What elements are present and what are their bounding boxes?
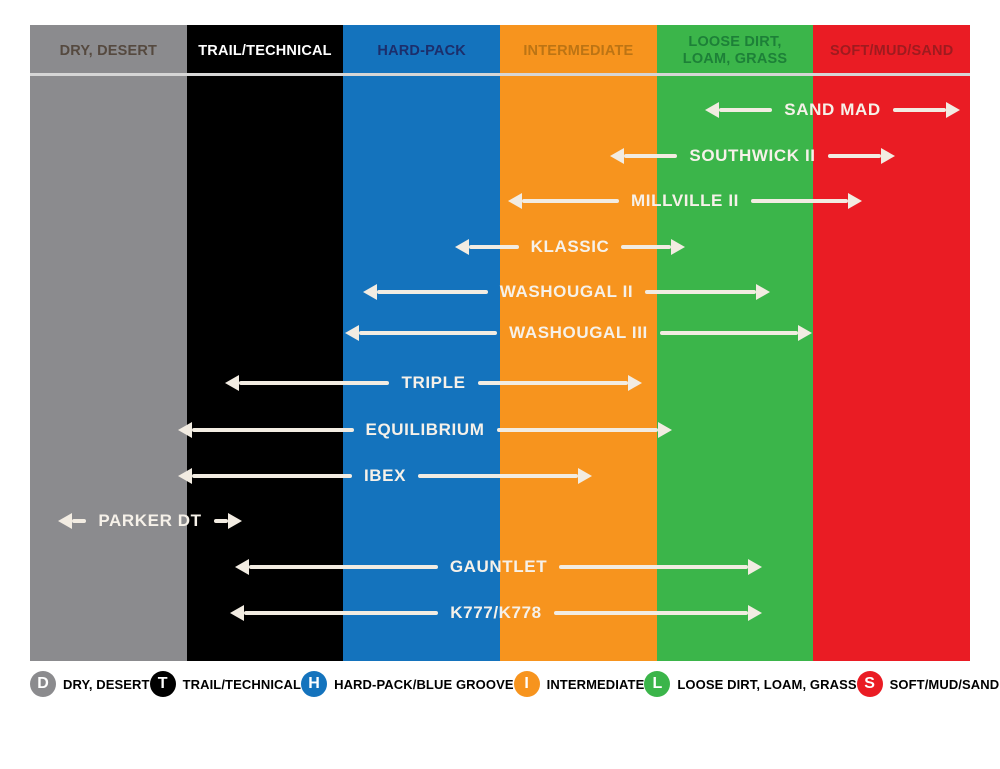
legend-label: SOFT/MUD/SAND [889, 676, 1000, 692]
column-soft-mud-sand: SOFT/MUD/SAND [813, 25, 971, 661]
legend-label: INTERMEDIATE [546, 676, 645, 692]
legend-label: LOOSE DIRT, LOAM, GRASS [677, 676, 857, 692]
legend-item-intermediate: I INTERMEDIATE [513, 671, 645, 697]
column-loose-dirt: LOOSE DIRT, LOAM, GRASS [656, 25, 814, 661]
column-header-dry-desert: DRY, DESERT [59, 42, 158, 59]
column-hard-pack: HARD-PACK [343, 25, 501, 661]
column-header-loose-dirt: LOOSE DIRT, LOAM, GRASS [682, 34, 788, 67]
legend-item-hard-pack-blue-groove: H HARD-PACK/BLUE GROOVE [301, 671, 514, 697]
legend-item-dry-desert: D DRY, DESERT [30, 671, 150, 697]
header-separator-line [30, 73, 970, 76]
legend-badge-icon-l: L [644, 671, 671, 697]
legend-item-soft-mud-sand: S SOFT/MUD/SAND [856, 671, 1000, 697]
column-dry-desert: DRY, DESERT [30, 25, 187, 661]
legend-badge-icon-t: T [149, 671, 176, 697]
terrain-legend: D DRY, DESERT T TRAIL/TECHNICAL H HARD-PACK/B… [30, 671, 999, 697]
column-header-intermediate: INTERMEDIATE [523, 42, 634, 59]
terrain-columns: DRY, DESERT TRAIL/TECHNICAL HARD-PACK INTER… [30, 25, 971, 661]
legend-badge-icon-d: D [30, 671, 56, 697]
column-intermediate: INTERMEDIATE [500, 25, 657, 661]
legend-label: DRY, DESERT [63, 676, 150, 692]
legend-item-loose-dirt-loam-grass: L LOOSE DIRT, LOAM, GRASS [644, 671, 857, 697]
legend-badge-icon-s: S [856, 671, 883, 697]
column-trail-technical: TRAIL/TECHNICAL [186, 25, 344, 661]
column-header-hard-pack: HARD-PACK [377, 42, 466, 59]
legend-item-trail-technical: T TRAIL/TECHNICAL [149, 671, 302, 697]
legend-badge-icon-h: H [301, 671, 328, 697]
column-header-soft-mud-sand: SOFT/MUD/SAND [829, 42, 954, 59]
legend-badge-icon-i: I [513, 671, 540, 697]
column-header-trail-technical: TRAIL/TECHNICAL [198, 42, 332, 59]
legend-label: HARD-PACK/BLUE GROOVE [334, 676, 514, 692]
legend-label: TRAIL/TECHNICAL [182, 676, 302, 692]
